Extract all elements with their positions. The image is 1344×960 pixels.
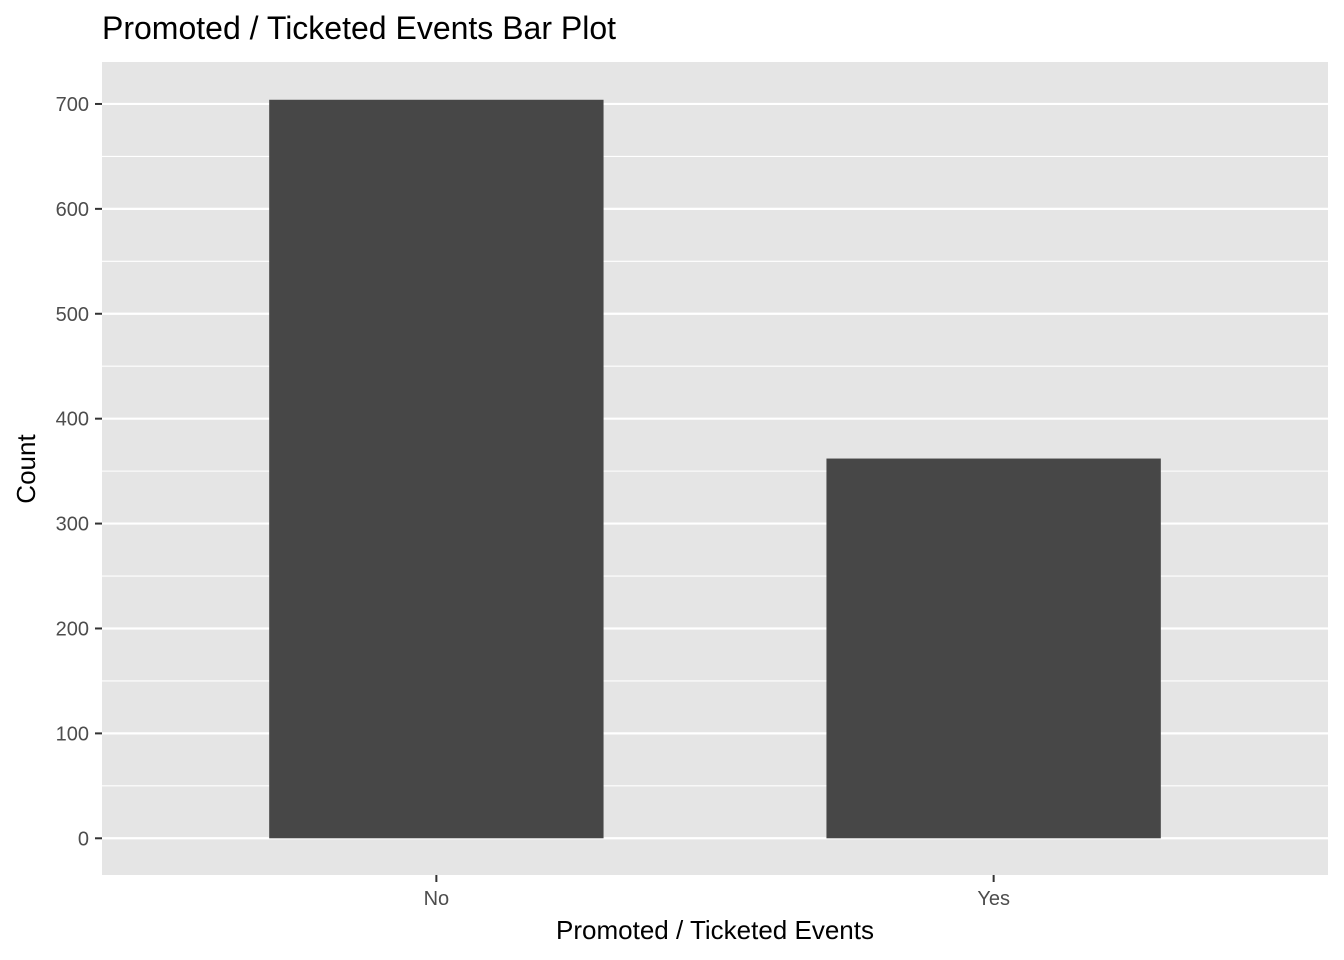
x-axis-title: Promoted / Ticketed Events (556, 915, 874, 945)
y-tick-label: 700 (56, 94, 89, 116)
y-tick-label: 500 (56, 304, 89, 326)
y-tick-label: 100 (56, 723, 89, 745)
bar-no (269, 99, 604, 839)
y-tick-label: 600 (56, 199, 89, 221)
bar-yes (826, 458, 1161, 839)
y-axis-title: Count (11, 434, 41, 504)
y-tick-label: 400 (56, 409, 89, 431)
y-tick-label: 0 (78, 828, 89, 850)
y-tick-label: 300 (56, 514, 89, 536)
y-tick-label: 200 (56, 618, 89, 640)
chart-title: Promoted / Ticketed Events Bar Plot (102, 10, 616, 46)
x-tick-label: No (424, 888, 450, 910)
x-tick-label: Yes (977, 888, 1010, 910)
